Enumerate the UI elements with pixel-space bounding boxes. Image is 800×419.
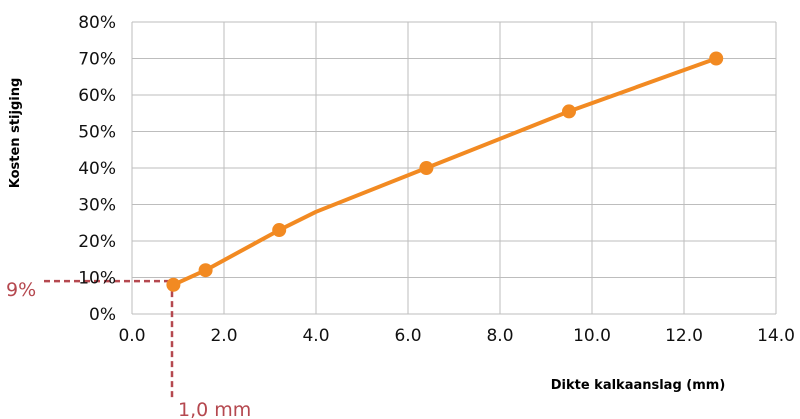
y-tick-label: 10% [78, 269, 116, 289]
series-line [171, 56, 719, 287]
data-point [562, 104, 576, 119]
y-tick-label: 80% [78, 13, 116, 33]
data-point [709, 51, 724, 66]
y-axis-title: Kosten stijging [8, 78, 23, 189]
y-tick-label: 30% [78, 196, 116, 216]
x-tick-label: 2.0 [210, 326, 237, 346]
y-tick-label: 0% [89, 305, 116, 325]
data-point [166, 277, 181, 292]
x-tick-label: 6.0 [394, 326, 421, 346]
data-point [198, 263, 213, 278]
y-tick-label: 40% [78, 159, 116, 179]
x-tick-label: 12.0 [665, 326, 703, 346]
data-point [419, 161, 434, 175]
y-tick-label: 70% [78, 50, 116, 70]
annotation-y-label: 9% [6, 279, 36, 301]
grid [131, 21, 777, 315]
series-layer [166, 51, 724, 292]
x-tick-label: 14.0 [757, 326, 795, 346]
x-axis-ticks: 0.0 2.0 4.0 6.0 8.0 10.0 12.0 14.0 [118, 326, 794, 346]
reference-lines [44, 279, 174, 400]
x-tick-label: 0.0 [118, 326, 145, 346]
data-point [272, 223, 287, 238]
y-axis-ticks: 0% 10% 20% 30% 40% 50% 60% 70% 80% [78, 13, 116, 325]
y-tick-label: 60% [78, 86, 116, 106]
x-axis-title: Dikte kalkaanslag (mm) [551, 378, 726, 393]
x-tick-label: 8.0 [486, 326, 513, 346]
x-tick-label: 4.0 [302, 326, 329, 346]
y-tick-label: 50% [78, 123, 116, 143]
x-tick-label: 10.0 [573, 326, 611, 346]
y-tick-label: 20% [78, 232, 116, 252]
annotation-x-label: 1,0 mm [178, 399, 251, 419]
